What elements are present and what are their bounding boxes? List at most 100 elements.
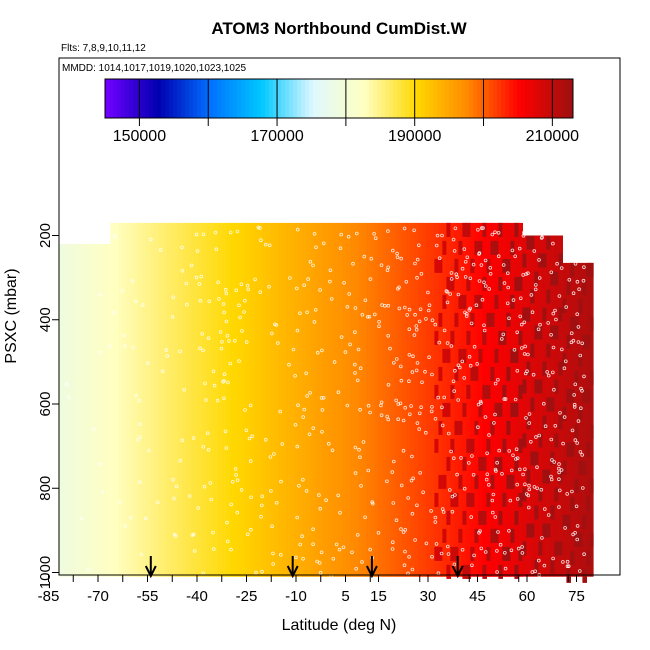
observation-point (137, 398, 142, 403)
observation-point (342, 280, 346, 285)
colorbar-segment (321, 79, 326, 118)
colorbar-segment (557, 79, 562, 118)
observation-point (490, 498, 495, 503)
observation-point (320, 429, 324, 434)
heatmap-patch (502, 492, 507, 507)
colorbar-segment (365, 79, 370, 118)
observation-point (278, 409, 283, 414)
observation-point (118, 500, 122, 504)
heatmap-column (582, 262, 587, 577)
observation-point (522, 352, 527, 356)
colorbar-segment (285, 79, 290, 118)
observation-point (526, 271, 530, 276)
heatmap-patch (446, 456, 451, 471)
observation-point (360, 312, 365, 317)
observation-point (450, 509, 455, 514)
observation-point (97, 462, 101, 467)
heatmap-patch (462, 456, 467, 471)
colorbar-segment (281, 79, 286, 118)
observation-point (523, 344, 527, 349)
observation-point (515, 368, 520, 373)
observation-point (229, 547, 233, 552)
observation-point (508, 498, 513, 503)
observation-point (456, 292, 461, 297)
x-tick-label: -55 (137, 588, 159, 605)
colorbar-segment (121, 79, 126, 118)
observation-point (222, 310, 226, 315)
x-tick-label: 5 (341, 588, 349, 605)
observation-point (205, 431, 210, 436)
colorbar-segment (241, 79, 246, 118)
heatmap-patch (466, 384, 471, 399)
observation-point (464, 314, 469, 318)
heatmap-patch (506, 258, 511, 273)
observation-point (527, 421, 531, 425)
observation-point (356, 347, 361, 352)
heatmap-column (490, 222, 495, 577)
colorbar-segment (389, 79, 394, 118)
observation-point (442, 395, 447, 400)
observation-point (396, 417, 401, 422)
heatmap-column (558, 235, 563, 577)
observation-point (424, 317, 428, 321)
heatmap-patch (526, 235, 531, 250)
heatmap-column (90, 243, 95, 577)
heatmap-column (590, 262, 594, 577)
heatmap-patch (542, 469, 547, 484)
observation-point (204, 398, 208, 402)
colorbar-segment (413, 79, 418, 118)
heatmap-patch (558, 253, 563, 268)
observation-point (227, 339, 231, 343)
heatmap-column (402, 222, 407, 577)
observation-point (79, 516, 84, 521)
heatmap-column (190, 222, 195, 577)
heatmap-patch (550, 325, 555, 340)
heatmap-patch (590, 532, 594, 547)
heatmap-patch (466, 222, 471, 237)
observation-point (495, 549, 499, 553)
heatmap-column (322, 222, 327, 577)
heatmap-patch (590, 316, 594, 331)
observation-point (235, 478, 240, 483)
heatmap-column (450, 222, 455, 577)
heatmap-patch (522, 379, 527, 394)
colorbar-segment (333, 79, 338, 118)
observation-point (519, 346, 524, 350)
observation-point (553, 308, 557, 313)
observation-point (415, 361, 420, 365)
heatmap-column (122, 222, 127, 577)
observation-point (363, 515, 367, 520)
observation-point (318, 288, 322, 292)
heatmap-patch (578, 298, 583, 313)
heatmap-column (470, 222, 475, 577)
observation-point (442, 328, 447, 333)
observation-point (452, 389, 457, 393)
colorbar-frame (104, 78, 574, 119)
observation-point (557, 462, 561, 466)
observation-point (398, 401, 403, 406)
observation-point (581, 230, 585, 235)
colorbar-segment (377, 79, 382, 118)
colorbar-segment (513, 79, 518, 118)
heatmap-patch (510, 348, 515, 363)
observation-point (217, 297, 221, 301)
heatmap-column (406, 222, 411, 577)
observation-point (479, 263, 484, 267)
observation-point (522, 320, 527, 325)
observation-point (368, 410, 372, 415)
heatmap-patch (438, 258, 443, 273)
observation-point (460, 266, 465, 271)
colorbar-segment (429, 79, 434, 118)
heatmap-patch (586, 550, 591, 565)
observation-point (495, 460, 499, 465)
observation-point (149, 237, 153, 242)
heatmap-patch (482, 510, 487, 525)
observation-point (228, 361, 233, 366)
heatmap-column (442, 222, 447, 577)
observation-point (572, 405, 577, 409)
observation-point (537, 276, 542, 280)
observation-point (513, 397, 518, 402)
observation-point (514, 447, 519, 452)
observation-point (225, 333, 230, 338)
colorbar-segment (225, 79, 230, 118)
